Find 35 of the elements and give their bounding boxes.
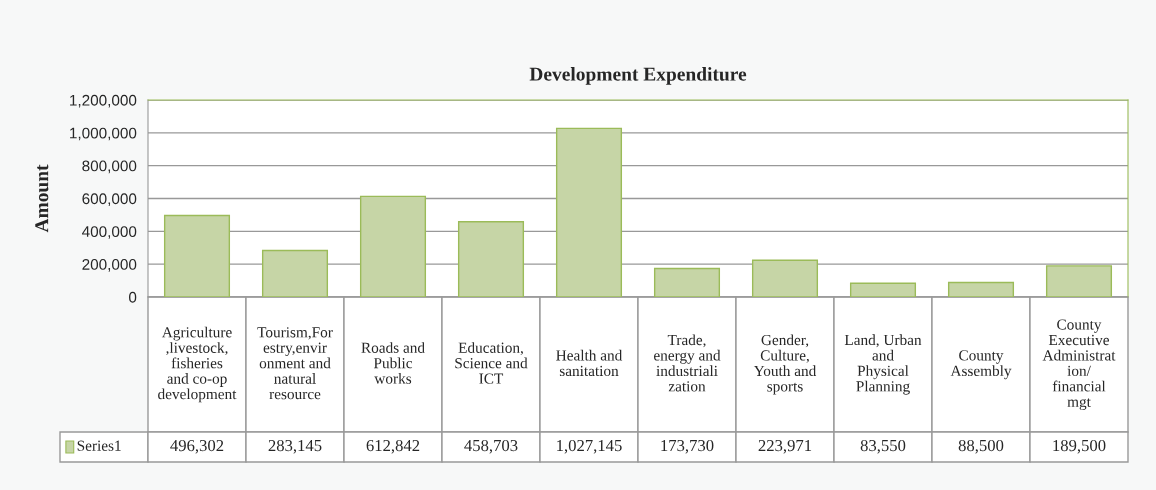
y-tick-label: 800,000 (82, 160, 137, 174)
data-label: 612,842 (366, 439, 420, 454)
y-tick-label: 1,000,000 (70, 127, 137, 141)
data-label: 1,027,145 (557, 439, 622, 454)
bar (653, 267, 721, 297)
x-tick-label: Gender, Culture, Youth and sports (753, 334, 817, 395)
x-tick-label: Education, Science and ICT (455, 342, 528, 384)
x-tick-label: Trade, energy and industrialization (654, 334, 721, 392)
data-label: 189,500 (1053, 439, 1106, 454)
x-tick-label: Tourism,Forestry,environment and natural resource (257, 327, 333, 400)
data-label: 223,971 (758, 439, 812, 454)
x-tick-label: Roads and Public works (361, 342, 425, 384)
x-tick-label: Health and sanitation (556, 349, 623, 377)
data-label: 83,550 (860, 439, 906, 454)
legend-label: Series1 (77, 440, 121, 451)
data-label: 496,302 (170, 439, 224, 454)
x-tick-label: Agriculture,livestock,fisheries and co-op development (158, 326, 237, 403)
data-label: 283,145 (268, 439, 322, 454)
x-tick-label: County Executive Administration/ financial mgt (1042, 319, 1116, 411)
y-tick-label: 0 (128, 291, 137, 303)
chart-title: Development Expenditure (529, 67, 747, 85)
y-axis-title: Amount (35, 164, 49, 233)
y-tick-label: 200,000 (82, 259, 137, 272)
x-tick-label: Land, Urban and Physical Planning (844, 334, 922, 395)
data-label: 88,500 (958, 439, 1004, 454)
y-tick-label: 400,000 (82, 226, 137, 239)
bar (849, 282, 917, 297)
data-label: 173,730 (661, 439, 714, 454)
y-tick-label: 600,000 (82, 193, 137, 206)
y-tick-label: 1,200,000 (70, 94, 137, 108)
x-tick-label: County Assembly (950, 350, 1012, 380)
bar (947, 281, 1015, 297)
bar (1045, 265, 1113, 297)
bar (751, 259, 819, 297)
data-label: 458,703 (464, 439, 518, 454)
